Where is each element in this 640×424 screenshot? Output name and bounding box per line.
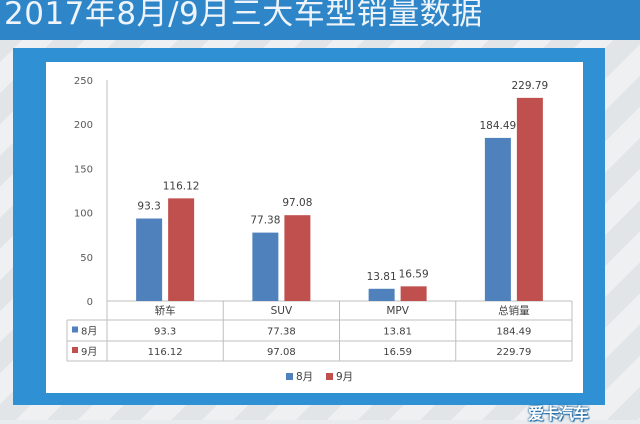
x-tick-label: 总销量	[498, 304, 530, 317]
bar-sep	[168, 198, 195, 301]
x-tick-label: SUV	[271, 305, 293, 317]
bar-aug	[484, 137, 511, 301]
bar-sep	[284, 215, 311, 301]
data-label: 93.3	[137, 201, 160, 213]
table-legend-swatch	[72, 326, 78, 333]
x-tick-label: 轿车	[155, 304, 176, 317]
bar-sep	[516, 97, 543, 302]
data-label: 229.79	[512, 80, 549, 92]
bar-aug	[368, 288, 395, 301]
data-label: 77.38	[250, 215, 280, 227]
legend-label: 8月	[296, 371, 313, 383]
table-cell: 229.79	[496, 347, 531, 358]
legend-label: 9月	[336, 371, 353, 383]
table-row-label: 9月	[81, 346, 97, 358]
page-title: 2017年8月/9月三大车型销量数据	[4, 0, 483, 32]
data-label: 97.08	[282, 197, 312, 209]
table-cell: 77.38	[267, 327, 296, 338]
legend-swatch-sep	[326, 373, 333, 380]
legend-swatch-aug	[286, 373, 293, 380]
table-cell: 116.12	[148, 347, 183, 358]
bar-aug	[136, 218, 163, 301]
table-cell: 184.49	[496, 327, 531, 338]
table-cell: 16.59	[383, 347, 412, 358]
bar-aug	[252, 232, 279, 301]
header-bar: 2017年8月/9月三大车型销量数据	[0, 0, 640, 40]
table-cell: 13.81	[383, 327, 412, 338]
y-tick-label: 200	[74, 120, 93, 131]
bar-sep	[400, 286, 427, 301]
y-tick-label: 100	[74, 209, 93, 220]
table-row-label: 8月	[81, 326, 97, 338]
y-tick-label: 50	[80, 253, 93, 264]
table-cell: 97.08	[267, 347, 296, 358]
y-tick-label: 150	[74, 164, 93, 175]
watermark-logo: 爱卡汽车	[528, 404, 589, 423]
y-tick-label: 250	[74, 76, 93, 87]
x-tick-label: MPV	[386, 305, 409, 317]
y-tick-label: 0	[87, 297, 93, 308]
data-label: 184.49	[480, 120, 517, 132]
table-cell: 93.3	[154, 327, 176, 338]
data-label: 16.59	[399, 268, 429, 280]
data-label: 116.12	[163, 180, 200, 192]
data-label: 13.81	[367, 271, 397, 283]
table-legend-swatch	[72, 347, 78, 353]
